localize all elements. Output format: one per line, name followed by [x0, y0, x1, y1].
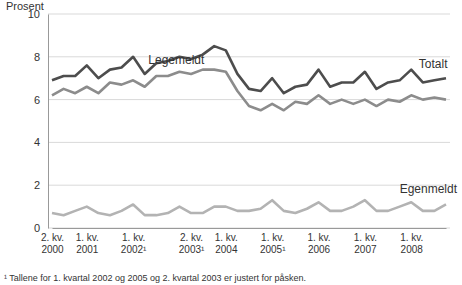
x-tick: 1. kv.2007	[354, 228, 377, 255]
y-tick: 2	[34, 179, 48, 191]
plot: 02468102. kv.20001. kv.20011. kv.2002¹2.…	[28, 8, 450, 255]
series-line	[52, 200, 446, 215]
x-tick: 1. kv.2008	[400, 228, 423, 255]
x-tick: 1. kv.2001	[76, 228, 99, 255]
grid-line	[48, 56, 450, 57]
y-tick-label: 4	[34, 136, 40, 148]
y-tick-label: 2	[34, 179, 40, 191]
x-tick: 2. kv.2003¹	[179, 228, 205, 255]
y-axis-line	[48, 15, 49, 229]
y-tick: 4	[34, 136, 48, 148]
grid-line	[48, 14, 450, 15]
lines	[52, 46, 446, 215]
y-axis: 0246810	[28, 8, 49, 234]
x-tick: 1. kv.2002¹	[121, 228, 147, 255]
footnote: ¹ Tallene for 1. kvartal 2002 og 2005 og…	[4, 273, 306, 283]
x-axis: 2. kv.2000 1. kv.2001 1. kv.2002¹ 2. kv.200…	[41, 228, 447, 255]
x-tick: 1. kv.2004	[215, 228, 238, 255]
x-tick: 1. kv.2006	[307, 228, 330, 255]
y-tick-label: 0	[34, 222, 40, 234]
chart: 02468102. kv.20001. kv.20011. kv.2002¹2.…	[0, 0, 462, 285]
series-line	[52, 46, 446, 93]
x-tick-label: 2. kv.2003¹	[179, 232, 205, 255]
grid-line	[48, 228, 450, 229]
y-label: Prosent	[6, 0, 44, 12]
series-label: Legemeldt	[148, 53, 205, 67]
x-tick: 2. kv.2000	[41, 228, 64, 255]
y-tick: 6	[34, 94, 48, 106]
x-tick-label: 1. kv.2007	[354, 232, 377, 255]
x-tick-label: 2. kv.2000	[41, 232, 64, 255]
x-tick-label: 1. kv.2005¹	[260, 232, 286, 255]
x-axis-line	[53, 228, 447, 229]
x-tick-label: 1. kv.2001	[76, 232, 99, 255]
y-tick-label: 6	[34, 94, 40, 106]
grid-line	[48, 142, 450, 143]
x-tick-label: 1. kv.2004	[215, 232, 238, 255]
x-tick-label: 1. kv.2008	[400, 232, 423, 255]
x-tick-label: 1. kv.2006	[307, 232, 330, 255]
x-tick-label: 1. kv.2002¹	[121, 232, 147, 255]
series-label: Totalt	[419, 57, 448, 71]
series-line	[52, 70, 446, 111]
series-label: Egenmeldt	[400, 182, 458, 196]
grid	[48, 14, 450, 228]
y-tick: 8	[34, 51, 48, 63]
grid-line	[48, 185, 450, 186]
series-labels: Totalt Legemeldt Egenmeldt	[148, 53, 457, 196]
y-tick-label: 8	[34, 51, 40, 63]
x-tick: 1. kv.2005¹	[260, 228, 286, 255]
